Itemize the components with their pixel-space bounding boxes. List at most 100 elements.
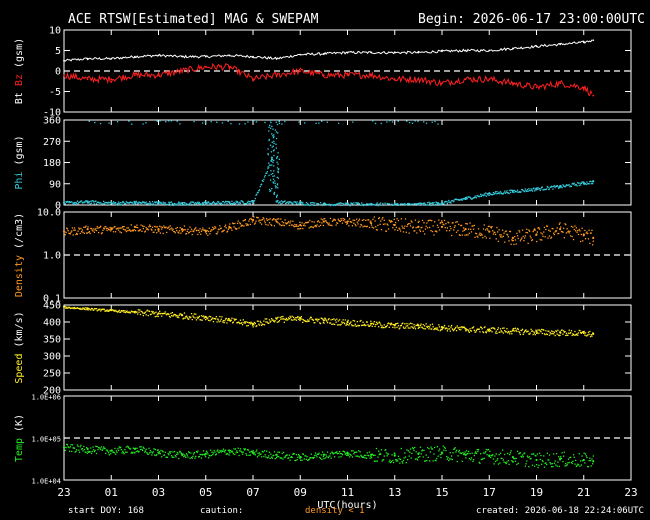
scatter-point <box>281 452 283 455</box>
scatter-point <box>171 227 173 229</box>
scatter-point <box>558 187 560 189</box>
data-point-bz <box>592 94 595 97</box>
scatter-point <box>334 219 336 221</box>
scatter-point <box>473 224 475 227</box>
scatter-point <box>229 320 232 322</box>
scatter-point <box>486 330 488 332</box>
scatter-point <box>236 451 239 454</box>
scatter-point <box>107 309 109 311</box>
scatter-point <box>449 452 451 454</box>
scatter-point <box>199 319 201 321</box>
scatter-point <box>273 165 275 167</box>
scatter-point <box>519 333 521 336</box>
scatter-point <box>189 317 191 319</box>
scatter-point <box>500 192 502 194</box>
scatter-point <box>269 457 271 459</box>
scatter-point <box>262 180 264 182</box>
scatter-point <box>269 144 272 146</box>
scatter-point <box>460 198 463 200</box>
scatter-point <box>81 202 83 204</box>
scatter-point <box>95 308 98 310</box>
scatter-point <box>231 200 233 202</box>
scatter-point <box>273 149 275 151</box>
scatter-point <box>125 203 127 205</box>
scatter-point <box>542 189 544 191</box>
scatter-point <box>496 459 498 462</box>
scatter-point <box>463 198 465 200</box>
scatter-point <box>263 324 266 326</box>
data-point-bz <box>86 78 89 81</box>
scatter-point <box>176 451 178 454</box>
scatter-point <box>528 189 531 192</box>
scatter-point <box>365 203 368 205</box>
scatter-point <box>315 319 317 321</box>
scatter-point <box>559 334 561 336</box>
scatter-point <box>149 449 152 452</box>
scatter-point <box>103 227 105 229</box>
scatter-point <box>585 335 587 337</box>
scatter-point <box>305 320 307 322</box>
scatter-point <box>185 203 188 205</box>
scatter-point <box>144 311 147 313</box>
scatter-point <box>281 221 283 223</box>
scatter-point <box>227 228 229 230</box>
scatter-point <box>492 192 495 194</box>
scatter-point <box>376 323 378 325</box>
scatter-point <box>465 223 467 225</box>
scatter-point <box>358 218 361 220</box>
scatter-point <box>431 448 434 450</box>
scatter-point <box>105 201 108 204</box>
scatter-point <box>368 455 370 457</box>
scatter-point <box>258 219 261 221</box>
scatter-point <box>547 237 549 239</box>
scatter-point <box>270 151 272 153</box>
scatter-point <box>97 227 99 229</box>
scatter-point <box>149 201 151 203</box>
scatter-point <box>243 203 245 205</box>
scatter-point <box>148 226 150 228</box>
scatter-point <box>493 463 495 465</box>
data-point-speed <box>204 315 207 318</box>
scatter-point <box>185 233 187 235</box>
scatter-point <box>491 455 493 457</box>
scatter-point <box>403 327 405 329</box>
scatter-point <box>358 324 361 327</box>
scatter-point <box>540 188 542 190</box>
scatter-point <box>211 229 213 231</box>
scatter-point <box>226 453 228 455</box>
scatter-point <box>528 456 531 458</box>
scatter-point <box>374 454 376 456</box>
data-point-speed <box>62 305 66 308</box>
scatter-point <box>290 202 293 204</box>
ytick-label-mag: 10 <box>49 26 61 37</box>
scatter-point <box>109 204 111 206</box>
scatter-point <box>292 453 294 455</box>
scatter-point <box>374 204 376 206</box>
scatter-point <box>386 121 388 123</box>
scatter-point <box>300 201 302 203</box>
scatter-point <box>196 451 198 454</box>
scatter-point <box>82 307 84 309</box>
scatter-point <box>156 202 159 205</box>
scatter-point <box>416 324 418 327</box>
scatter-point <box>438 326 441 328</box>
scatter-point <box>352 121 354 123</box>
scatter-point <box>297 318 300 320</box>
scatter-point <box>400 218 402 220</box>
scatter-point <box>259 320 261 323</box>
scatter-point <box>86 452 88 454</box>
scatter-point <box>355 225 357 227</box>
scatter-point <box>339 202 341 204</box>
data-point-temp <box>582 458 585 462</box>
scatter-point <box>560 456 562 458</box>
data-point-temp <box>322 453 325 456</box>
scatter-point <box>250 217 252 220</box>
scatter-point <box>194 457 196 459</box>
scatter-point <box>194 317 196 319</box>
scatter-point <box>258 454 260 457</box>
scatter-point <box>114 309 116 311</box>
scatter-point <box>152 451 154 453</box>
scatter-point <box>230 202 232 205</box>
scatter-point <box>202 122 204 124</box>
scatter-point <box>446 458 448 460</box>
